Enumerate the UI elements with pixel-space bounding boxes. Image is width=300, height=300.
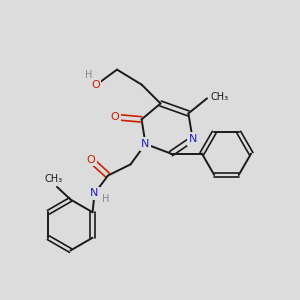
Text: O: O (91, 80, 100, 91)
Text: H: H (85, 70, 92, 80)
Text: O: O (110, 112, 119, 122)
Text: CH₃: CH₃ (45, 174, 63, 184)
Text: N: N (90, 188, 99, 199)
Text: O: O (86, 154, 95, 165)
Text: N: N (188, 134, 197, 144)
Text: N: N (141, 139, 150, 149)
Text: H: H (102, 194, 110, 205)
Text: CH₃: CH₃ (211, 92, 229, 102)
